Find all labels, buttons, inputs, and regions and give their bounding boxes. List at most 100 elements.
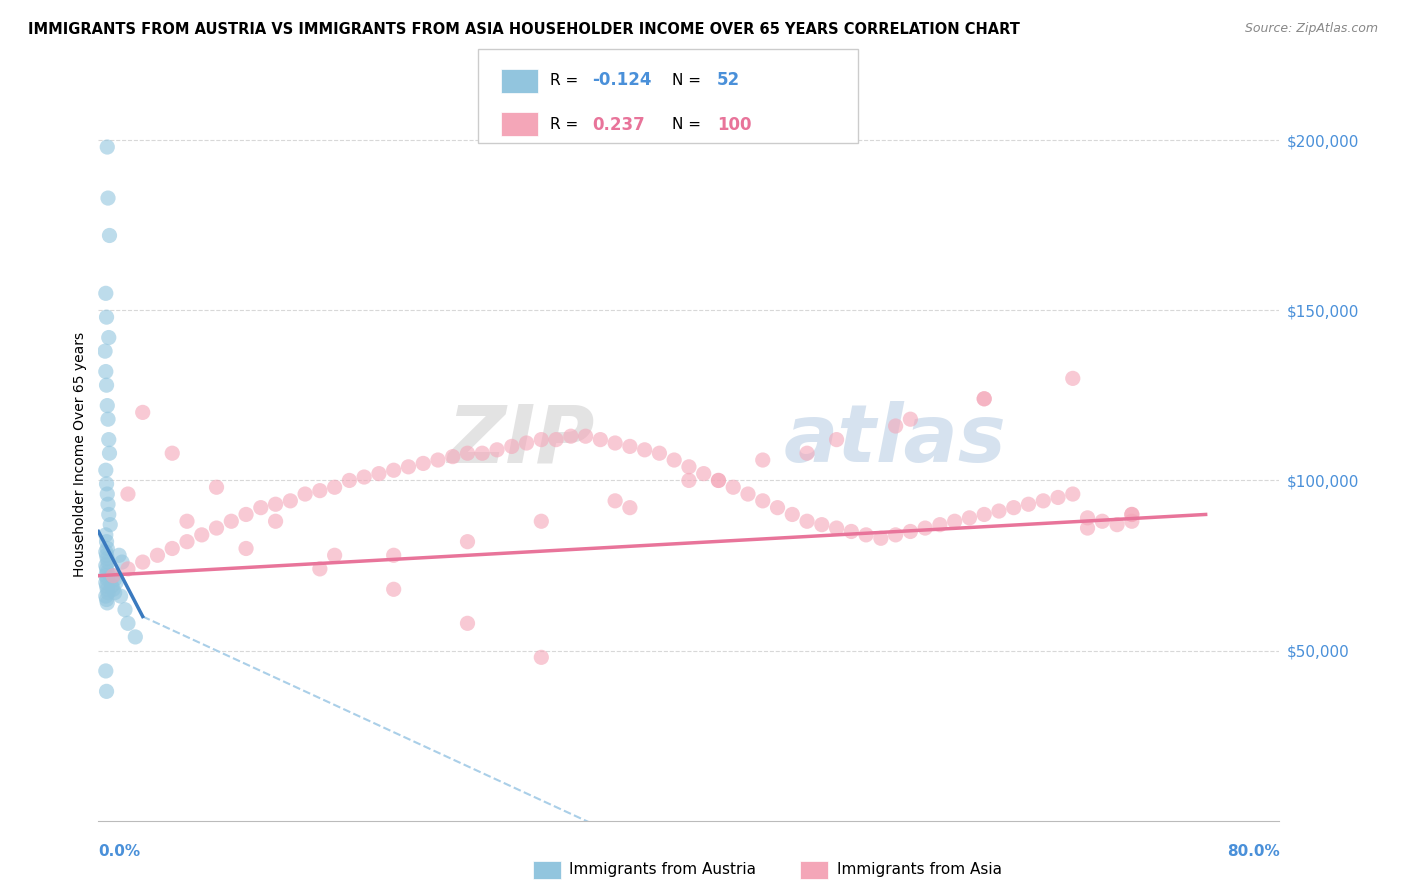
Point (914, 521, 936, 535)
Point (205, 521, 228, 535)
Point (96, 378, 118, 392)
Point (723, 480, 745, 494)
Point (943, 514, 966, 528)
Point (96, 487, 118, 501)
Point (456, 534, 478, 549)
Point (353, 470, 375, 484)
Point (825, 521, 848, 535)
Point (105, 575, 128, 590)
Point (501, 439, 523, 453)
Point (900, 524, 922, 539)
Point (124, 630, 146, 644)
Point (264, 497, 287, 511)
Point (100, 579, 122, 593)
Text: 52: 52 (717, 71, 740, 89)
Point (94, 664, 117, 678)
Point (98, 446, 121, 460)
Point (987, 504, 1010, 518)
Point (132, 555, 155, 569)
Text: 100: 100 (717, 116, 752, 134)
Point (94, 568, 117, 582)
Text: 80.0%: 80.0% (1226, 845, 1279, 859)
Point (796, 514, 818, 528)
Point (486, 442, 509, 457)
Point (619, 500, 641, 515)
Point (94, 365, 117, 379)
Point (96, 310, 118, 325)
Point (530, 650, 553, 665)
Point (96, 579, 118, 593)
Point (294, 487, 316, 501)
Text: -0.124: -0.124 (592, 71, 651, 89)
Point (96, 534, 118, 549)
Point (235, 508, 257, 522)
Y-axis label: Householder Income Over 65 years: Householder Income Over 65 years (73, 333, 87, 577)
Text: ZIP: ZIP (447, 401, 595, 479)
Point (825, 433, 848, 447)
Point (103, 568, 125, 582)
Point (1002, 500, 1025, 515)
Point (664, 453, 686, 467)
Point (1121, 514, 1143, 528)
Point (176, 514, 198, 528)
Point (96, 582, 118, 597)
Point (869, 531, 891, 545)
Point (235, 541, 257, 556)
Point (973, 508, 995, 522)
Point (855, 528, 877, 542)
Text: 0.237: 0.237 (592, 116, 645, 134)
Point (96, 541, 118, 556)
Point (323, 480, 346, 494)
Point (530, 514, 553, 528)
Point (339, 474, 360, 488)
Point (693, 467, 716, 481)
Point (114, 603, 136, 617)
Point (766, 500, 789, 515)
Point (928, 517, 950, 532)
Point (94, 286, 117, 301)
Text: IMMIGRANTS FROM AUSTRIA VS IMMIGRANTS FROM ASIA HOUSEHOLDER INCOME OVER 65 YEARS: IMMIGRANTS FROM AUSTRIA VS IMMIGRANTS FR… (28, 22, 1019, 37)
Point (96, 551, 118, 566)
Point (427, 453, 450, 467)
Point (678, 474, 700, 488)
Point (1105, 517, 1128, 532)
Point (441, 450, 464, 464)
Point (412, 457, 434, 471)
Point (1077, 511, 1099, 525)
Point (1046, 491, 1069, 505)
Point (1077, 521, 1099, 535)
Point (162, 446, 183, 460)
Point (1062, 371, 1084, 385)
Point (96, 592, 118, 607)
Point (810, 517, 832, 532)
Point (98, 517, 121, 532)
Point (648, 446, 671, 460)
Point (96, 566, 118, 580)
Point (1062, 487, 1084, 501)
Point (96, 399, 118, 413)
Point (605, 493, 627, 508)
Point (110, 589, 132, 603)
Point (96, 562, 118, 576)
Point (589, 433, 612, 447)
Text: atlas: atlas (783, 401, 1007, 479)
Point (633, 442, 655, 457)
Point (707, 474, 730, 488)
Point (97, 433, 120, 447)
Point (396, 459, 419, 474)
Point (96, 596, 118, 610)
Point (707, 474, 730, 488)
Point (546, 433, 568, 447)
Point (382, 549, 405, 563)
Point (382, 582, 405, 597)
Point (309, 483, 332, 498)
Point (560, 429, 582, 443)
Point (309, 562, 332, 576)
Point (191, 528, 214, 542)
Point (94, 575, 117, 590)
Point (162, 541, 183, 556)
Point (605, 436, 627, 450)
Point (900, 412, 922, 426)
Point (94, 589, 117, 603)
Point (108, 549, 131, 563)
